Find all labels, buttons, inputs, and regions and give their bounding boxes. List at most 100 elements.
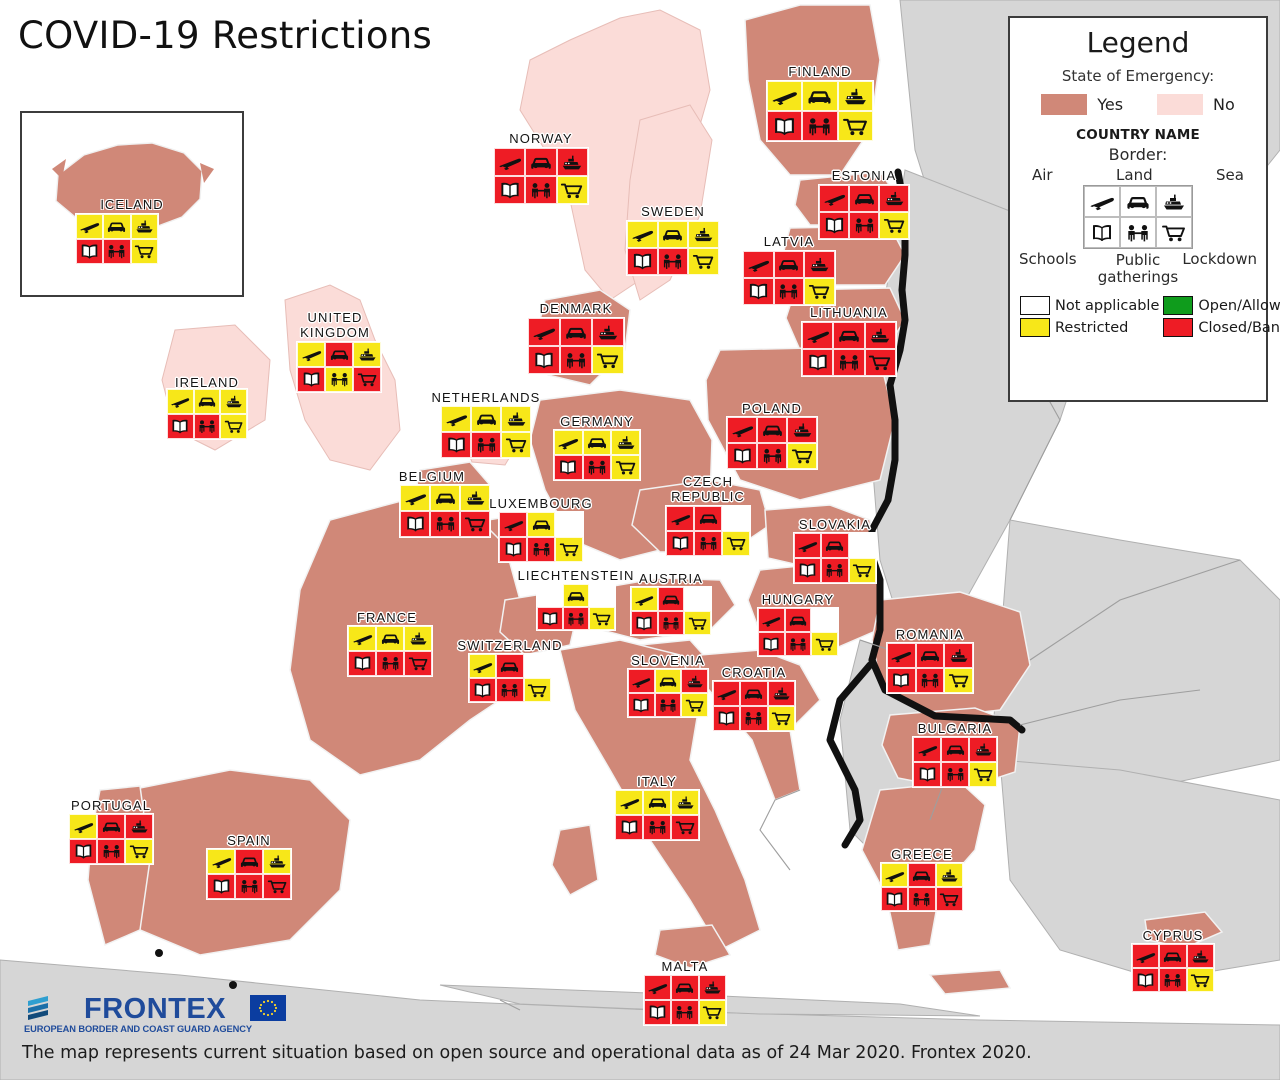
badge-cell-land-luxembourg — [527, 512, 555, 537]
restriction-badge-czech-republic[interactable] — [665, 505, 751, 557]
badge-cell-public_gatherings-slovakia — [821, 558, 849, 583]
people-icon — [199, 420, 215, 433]
restriction-badge-netherlands[interactable] — [440, 405, 532, 459]
restriction-badge-cyprus[interactable] — [1131, 943, 1215, 993]
restriction-badge-luxembourg[interactable] — [498, 511, 584, 563]
people-icon — [588, 460, 606, 475]
cart-icon — [809, 284, 830, 299]
restriction-badge-liechtenstein[interactable] — [536, 583, 616, 631]
restriction-badge-norway[interactable] — [493, 147, 589, 205]
frontex-subtitle: EUROPEAN BORDER AND COAST GUARD AGENCY — [24, 1024, 252, 1034]
badge-cell-schools-estonia — [819, 212, 849, 239]
restriction-badge-switzerland[interactable] — [468, 653, 552, 703]
restriction-badge-ireland[interactable] — [166, 388, 248, 440]
restriction-badge-france[interactable] — [347, 625, 433, 677]
people-icon — [827, 564, 843, 578]
restriction-badge-united-kingdom[interactable] — [296, 341, 382, 393]
restriction-badge-germany[interactable] — [553, 429, 641, 481]
badge-cell-lockdown-estonia — [879, 212, 909, 239]
badge-cell-air-norway — [494, 148, 526, 176]
restriction-badge-bulgaria[interactable] — [912, 736, 998, 788]
restriction-badge-estonia[interactable] — [818, 184, 910, 240]
plane-icon — [352, 635, 372, 646]
cart-icon — [224, 420, 243, 433]
cart-icon — [505, 438, 526, 453]
badge-cell-public_gatherings-france — [376, 651, 404, 676]
cart-icon — [939, 893, 959, 906]
plane-icon — [806, 331, 829, 344]
cart-icon — [561, 183, 583, 198]
restriction-badge-iceland[interactable] — [75, 213, 159, 265]
badge-cell-sea-lithuania — [864, 322, 896, 349]
restriction-badge-latvia[interactable] — [742, 250, 836, 306]
restriction-badge-greece[interactable] — [880, 862, 964, 912]
badge-cell-land-italy — [643, 790, 671, 815]
restriction-badge-belgium[interactable] — [399, 484, 491, 538]
badge-cell-air-italy — [615, 790, 643, 815]
pg-line-2: gatherings — [1097, 268, 1179, 286]
badge-cell-sea-croatia — [767, 681, 795, 706]
badge-cell-air-croatia — [713, 681, 741, 706]
cart-icon — [1190, 974, 1210, 987]
badge-cell-land-romania — [915, 643, 945, 668]
badge-cell-sea-cyprus — [1186, 944, 1214, 968]
badge-cell-air-cyprus — [1132, 944, 1160, 968]
plane-icon — [445, 415, 467, 427]
people-icon — [746, 712, 762, 726]
restriction-badge-denmark[interactable] — [527, 317, 625, 375]
plane-icon — [798, 542, 818, 553]
badge-cell-air-iceland — [76, 214, 104, 239]
restriction-badge-sweden[interactable] — [626, 220, 720, 276]
car-icon — [789, 616, 807, 626]
ship-icon — [358, 348, 376, 361]
badge-cell-lockdown-poland — [787, 443, 817, 469]
restriction-badge-malta[interactable] — [643, 974, 727, 1026]
badge-cell-schools-norway — [494, 176, 526, 204]
badge-cell-air-portugal — [69, 814, 97, 839]
badge-cell-public_gatherings-denmark — [560, 346, 592, 374]
restriction-badge-finland[interactable] — [766, 80, 874, 142]
restriction-badge-poland[interactable] — [726, 416, 818, 470]
badge-cell-lockdown-romania — [944, 668, 973, 693]
book-icon — [636, 616, 652, 630]
restriction-badge-austria[interactable] — [630, 586, 712, 636]
badge-cell-public_gatherings-norway — [525, 176, 557, 204]
car-icon — [648, 798, 666, 808]
ship-icon — [793, 423, 811, 437]
badge-cell-lockdown-austria — [684, 611, 711, 635]
plane-icon — [748, 260, 769, 272]
badge-cell-public_gatherings-greece — [908, 887, 936, 911]
restriction-badge-lithuania[interactable] — [801, 321, 897, 377]
badge-cell-land-croatia — [740, 681, 768, 706]
badge-cell-sea-sweden — [688, 221, 719, 248]
badge-cell-schools-spain — [207, 874, 235, 899]
people-icon — [809, 117, 831, 135]
cart-icon — [1156, 217, 1192, 248]
badge-cell-public_gatherings-bulgaria — [941, 762, 969, 787]
badge-cell-lockdown-united-kingdom — [353, 367, 381, 392]
people-icon — [436, 516, 454, 532]
badge-cell-air-austria — [631, 587, 658, 611]
badge-cell-public_gatherings-estonia — [849, 212, 879, 239]
badge-cell-lockdown-czech-republic — [722, 531, 750, 556]
badge-cell-public_gatherings-iceland — [103, 239, 131, 264]
restriction-badge-portugal[interactable] — [68, 813, 154, 865]
plane-icon — [891, 651, 912, 663]
badge-cell-lockdown-spain — [263, 874, 291, 899]
restriction-badge-slovenia[interactable] — [627, 668, 709, 718]
badge-cell-sea-belgium — [460, 485, 490, 511]
cart-icon — [527, 684, 547, 697]
people-icon — [502, 683, 518, 697]
restriction-badge-romania[interactable] — [886, 642, 974, 694]
restriction-badge-spain[interactable] — [206, 848, 292, 900]
plane-icon — [211, 858, 231, 869]
badge-cell-lockdown-finland — [837, 111, 873, 141]
restriction-badge-croatia[interactable] — [712, 680, 796, 732]
badge-cell-sea-luxembourg — [555, 512, 583, 537]
page-title: COVID-19 Restrictions — [18, 14, 433, 57]
restriction-badge-italy[interactable] — [614, 789, 700, 841]
state-of-emergency-label: State of Emergency: — [1061, 67, 1215, 85]
restriction-badge-hungary[interactable] — [757, 607, 839, 657]
restriction-badge-slovakia[interactable] — [793, 532, 877, 584]
badge-cell-air-france — [348, 626, 376, 651]
